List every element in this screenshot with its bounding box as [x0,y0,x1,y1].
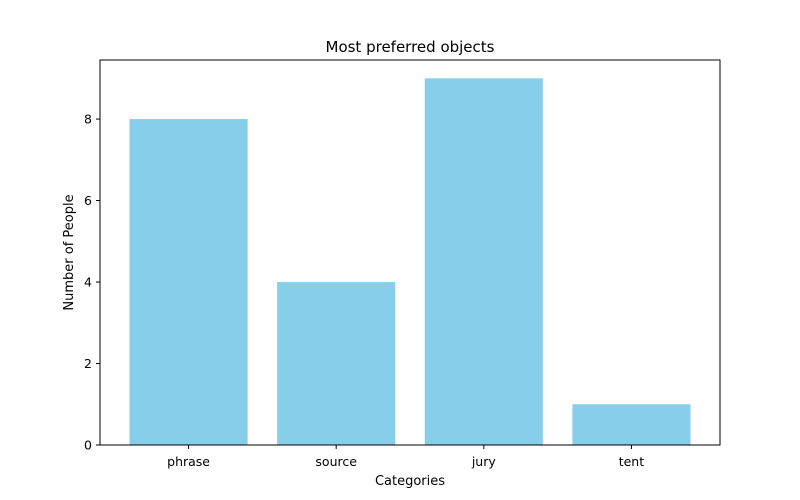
bar-jury [424,78,543,445]
bar-source [277,282,396,445]
x-tick-label-phrase: phrase [167,454,210,469]
x-tick-label-source: source [315,454,357,469]
bars-group [129,78,691,445]
x-axis-label: Categories [375,474,445,489]
y-tick-label: 6 [84,193,92,208]
x-tick-label-tent: tent [619,454,645,469]
bar-phrase [129,119,248,445]
chart-title: Most preferred objects [326,38,495,56]
y-tick-label: 0 [84,438,92,453]
y-axis-ticks: 0 2 4 6 8 [84,112,100,453]
y-axis-label: Number of People [62,194,77,310]
x-tick-label-jury: jury [471,454,497,469]
plot-frame [99,59,721,446]
y-tick-label: 2 [84,356,92,371]
bar-tent [572,404,691,445]
x-axis-ticks: phrase source jury tent [167,445,644,469]
y-tick-label: 4 [84,275,92,290]
y-tick-label: 8 [84,112,92,127]
